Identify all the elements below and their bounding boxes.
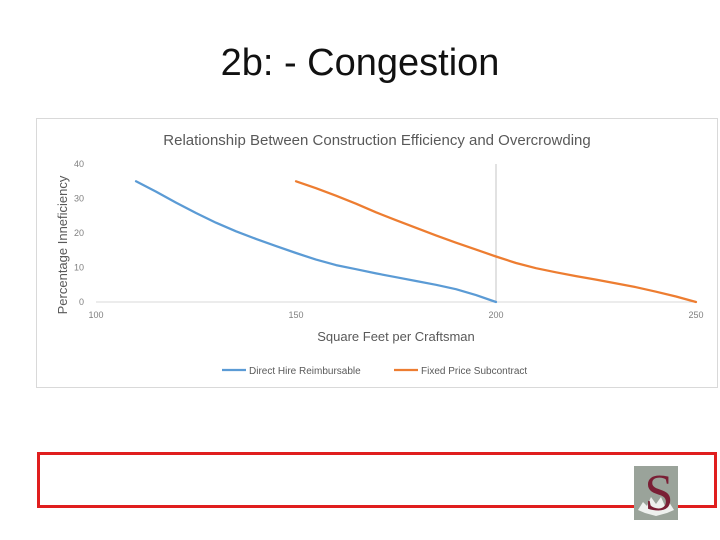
y-tick-label: 30 [74,194,84,204]
maple-leaf-logo-icon: S [634,466,678,522]
series-line-1 [134,180,498,304]
series-group [134,180,698,304]
logo-letter: S [645,466,674,522]
chart-frame: Relationship Between Construction Effici… [36,118,718,388]
chart-title: Relationship Between Construction Effici… [163,132,590,149]
x-tick-label: 150 [288,310,303,320]
y-tick-label: 20 [74,228,84,238]
series-line-2 [294,180,698,304]
y-tick-label: 0 [79,297,84,307]
x-tick-label: 100 [88,310,103,320]
x-tick-label: 200 [488,310,503,320]
y-axis-label: Percentage Inneficiency [55,175,70,314]
y-tick-label: 10 [74,263,84,273]
slide-title: 2b: - Congestion [220,42,500,84]
y-ticks: 0 10 20 30 40 [74,159,84,307]
y-tick-label: 40 [74,159,84,169]
legend: Direct Hire Reimbursable Fixed Price Subc… [222,366,527,377]
x-ticks: 100 150 200 250 [88,310,703,320]
highlight-frame [37,452,717,508]
legend-label: Direct Hire Reimbursable [249,366,361,377]
line-chart: Relationship Between Construction Effici… [55,132,704,377]
x-tick-label: 250 [688,310,703,320]
x-axis-label: Square Feet per Craftsman [317,329,475,344]
legend-label: Fixed Price Subcontract [421,366,527,377]
